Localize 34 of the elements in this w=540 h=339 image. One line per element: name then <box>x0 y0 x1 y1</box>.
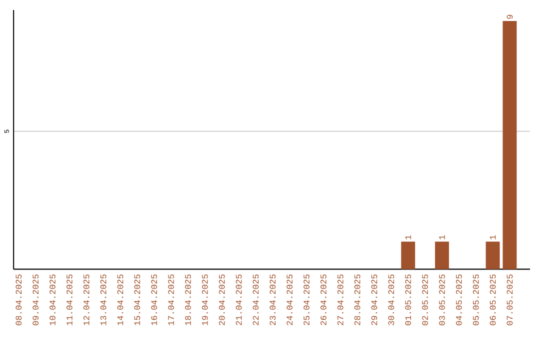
x-tick-label: 03.05.2025 <box>439 274 445 326</box>
x-tick-label: 27.04.2025 <box>337 274 344 326</box>
x-tick-label: 02.05.2025 <box>422 274 428 326</box>
data-label: 1 <box>439 235 445 240</box>
x-tick-label: 17.04.2025 <box>168 274 174 326</box>
x-tick-label: 21.04.2025 <box>236 274 242 326</box>
x-tick-label: 18.04.2025 <box>185 274 191 326</box>
x-tick-label: 14.04.2025 <box>117 274 124 326</box>
x-tick-label: 09.04.2025 <box>32 274 39 326</box>
x-tick-label: 22.04.2025 <box>252 274 259 326</box>
x-tick-label: 28.04.2025 <box>354 274 360 326</box>
x-tick-label: 11.04.2025 <box>66 274 72 326</box>
x-tick-label: 19.04.2025 <box>202 274 208 326</box>
x-tick-label: 12.04.2025 <box>83 274 90 326</box>
x-tick-label: 04.05.2025 <box>456 274 462 326</box>
x-tick-label: 26.04.2025 <box>320 274 326 326</box>
x-tick-label: 20.04.2025 <box>218 274 225 326</box>
x-tick-label: 08.04.2025 <box>16 274 22 326</box>
x-tick-label: 24.04.2025 <box>286 274 293 326</box>
x-tick-label: 15.04.2025 <box>134 274 140 326</box>
x-tick-label: 29.04.2025 <box>371 274 378 326</box>
data-label: 9 <box>506 14 513 19</box>
x-tick-label: 05.05.2025 <box>472 274 479 326</box>
x-tick-label: 23.04.2025 <box>270 274 276 326</box>
x-tick-label: 01.05.2025 <box>405 274 412 326</box>
x-tick-label: 07.05.2025 <box>506 274 513 326</box>
x-tick-label: 16.04.2025 <box>151 274 158 326</box>
x-tick-label: 25.04.2025 <box>304 274 310 326</box>
data-label: 1 <box>490 235 496 240</box>
x-tick-label: 30.04.2025 <box>388 274 394 326</box>
x-tick-label: 13.04.2025 <box>100 274 106 326</box>
x-tick-label: 10.04.2025 <box>50 274 56 326</box>
x-tick-label: 06.05.2025 <box>490 274 496 326</box>
data-label: 1 <box>405 235 411 240</box>
